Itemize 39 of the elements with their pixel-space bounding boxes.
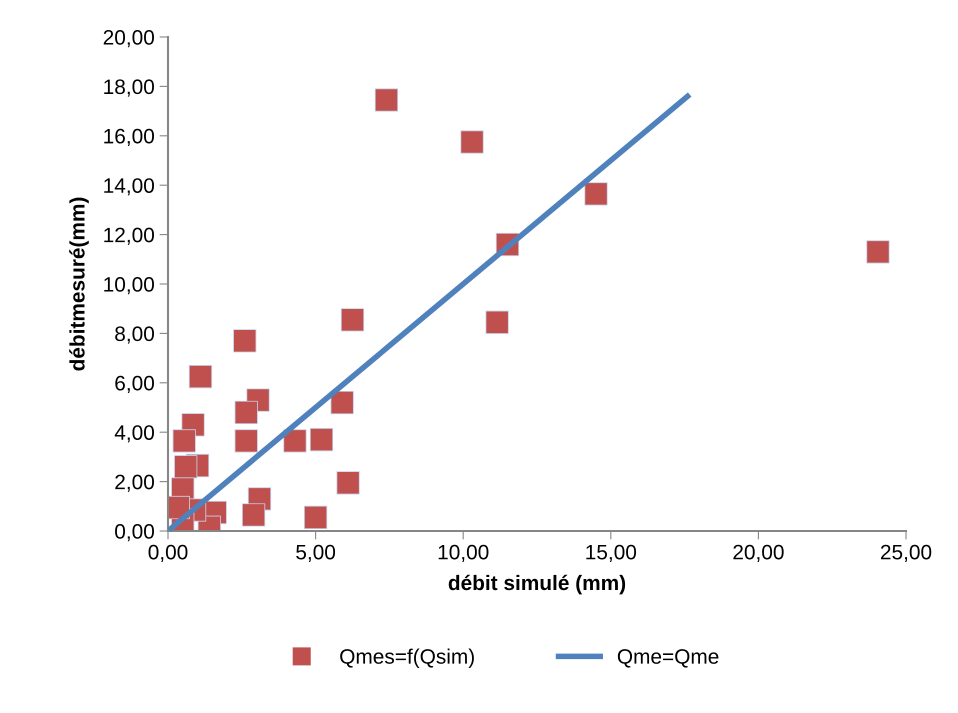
y-tick-label: 12,00 — [104, 228, 154, 245]
x-tick-label: 25,00 — [880, 544, 932, 562]
point — [330, 390, 354, 414]
point — [188, 365, 212, 388]
point — [234, 429, 258, 452]
x-axis-title: débit simulé (mm) — [448, 574, 626, 594]
point — [584, 182, 608, 206]
y-tick-label: 2,00 — [115, 474, 154, 492]
y-tick-label: 20,00 — [104, 30, 154, 48]
y-tick-label: 4,00 — [114, 425, 154, 442]
point — [866, 240, 890, 264]
x-tick-label: 15,00 — [586, 544, 636, 562]
legend-label: Qme=Qme — [618, 649, 718, 668]
point — [283, 429, 307, 452]
y-tick-label: 6,00 — [115, 376, 154, 394]
point — [310, 428, 334, 452]
point — [304, 506, 328, 530]
point — [460, 130, 484, 154]
y-tick-label: 8,00 — [115, 326, 154, 344]
y-tick-label: 16,00 — [104, 128, 154, 146]
legend-label: Qmes=f(Qsim) — [340, 648, 474, 668]
x-tick-label: 0,00 — [148, 544, 188, 562]
y-tick-label: 18,00 — [104, 79, 154, 97]
point — [234, 400, 258, 424]
y-tick-label: 10,00 — [104, 277, 154, 294]
y-tick-label: 14,00 — [104, 178, 154, 196]
point — [486, 310, 509, 334]
point — [340, 308, 364, 332]
x-tick-label: 5,00 — [296, 544, 336, 562]
point — [174, 455, 198, 478]
point — [242, 503, 266, 527]
x-tick-label: 20,00 — [733, 544, 784, 562]
point — [172, 429, 196, 452]
point — [336, 471, 360, 494]
x-tick-label: 10,00 — [438, 544, 488, 562]
point — [233, 329, 256, 352]
y-axis-title: débitmesuré(mm) — [69, 198, 89, 371]
y-tick-label: 0,00 — [115, 524, 154, 542]
point — [374, 88, 398, 112]
